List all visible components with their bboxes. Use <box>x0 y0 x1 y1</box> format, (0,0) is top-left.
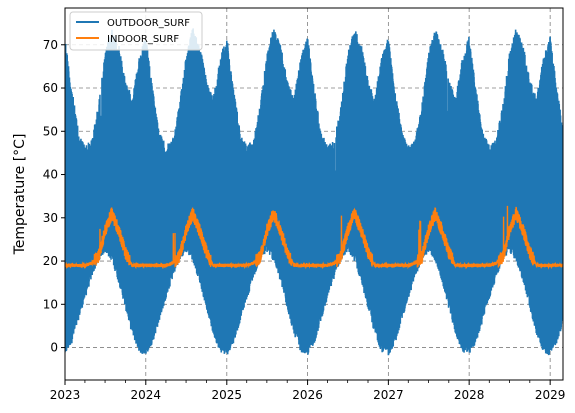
y-tick-label: 10 <box>43 297 58 311</box>
plot-area <box>65 28 563 356</box>
legend-label-indoor: INDOOR_SURF <box>107 34 179 45</box>
y-axis: 0 10 20 30 40 50 60 70 <box>43 38 65 355</box>
legend-label-outdoor: OUTDOOR_SURF <box>107 18 190 29</box>
series-line-outdoor-surf <box>65 28 563 356</box>
y-axis-label: Temperature [°C] <box>12 134 28 256</box>
x-tick-label: 2025 <box>212 388 243 402</box>
x-axis: 2023 2024 2025 2026 2027 2028 2029 <box>50 380 566 402</box>
y-tick-label: 60 <box>43 81 58 95</box>
x-tick-label: 2029 <box>535 388 566 402</box>
series-line-indoor-surf <box>65 205 563 270</box>
y-tick-label: 50 <box>43 124 58 138</box>
legend-frame <box>69 11 203 51</box>
plot-frame <box>64 7 564 381</box>
y-tick-label: 0 <box>50 341 58 355</box>
y-tick-label: 40 <box>43 168 58 182</box>
y-tick-label: 70 <box>43 38 58 52</box>
x-tick-label: 2023 <box>50 388 81 402</box>
x-tick-label: 2024 <box>131 388 162 402</box>
y-tick-label: 30 <box>43 211 58 225</box>
x-tick-label: 2027 <box>373 388 404 402</box>
x-tick-label: 2028 <box>454 388 485 402</box>
x-tick-label: 2026 <box>292 388 323 402</box>
legend: OUTDOOR_SURF INDOOR_SURF <box>69 11 203 51</box>
y-tick-label: 20 <box>43 254 58 268</box>
